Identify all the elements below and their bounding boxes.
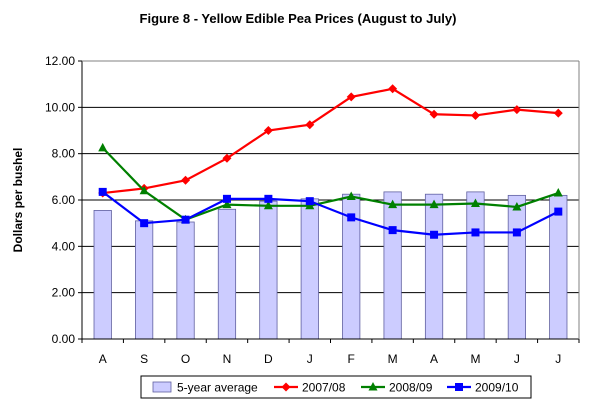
bar-5yr-avg xyxy=(176,221,195,340)
series-line xyxy=(102,87,559,195)
legend-box xyxy=(140,375,532,399)
data-point xyxy=(512,228,521,237)
data-point xyxy=(222,194,231,203)
legend-label: 2007/08 xyxy=(302,381,346,395)
data-point xyxy=(512,201,522,211)
bar-5yr-avg xyxy=(93,210,112,340)
data-point xyxy=(429,109,439,119)
legend-label: 5-year average xyxy=(177,381,258,395)
data-point xyxy=(181,215,190,224)
legend-marker xyxy=(455,383,463,391)
legend: 5-year average 2007/08 2008/09 2009/10 xyxy=(140,375,532,399)
data-point xyxy=(554,207,563,216)
y-tick-label: 0.00 xyxy=(52,332,76,346)
bar-5yr-avg xyxy=(549,194,568,340)
data-point xyxy=(346,191,356,201)
legend-marker xyxy=(368,382,378,391)
data-point xyxy=(305,197,314,206)
data-point xyxy=(553,188,563,197)
x-tick-label: M xyxy=(470,352,480,366)
bar-5yr-avg xyxy=(300,198,319,340)
data-point xyxy=(388,226,397,235)
data-point xyxy=(470,110,480,120)
data-point xyxy=(222,199,232,209)
x-tick-label: J xyxy=(307,352,313,366)
series-2009-10 xyxy=(98,187,563,239)
y-tick-label: 4.00 xyxy=(52,239,76,253)
data-point xyxy=(553,108,563,118)
plot-area: 0.00 2.00 4.00 6.00 8.00 10.00 12.00 A S O N D J F M A M… xyxy=(45,54,580,366)
x-tick-label: S xyxy=(140,352,148,366)
data-point xyxy=(263,126,273,135)
y-axis-label: Dollars per bushel xyxy=(11,148,25,253)
data-point xyxy=(471,228,480,237)
x-tick-label: J xyxy=(514,352,520,366)
series-line xyxy=(101,147,559,221)
data-point xyxy=(470,198,480,207)
x-tick-label: O xyxy=(181,352,190,366)
data-point xyxy=(429,199,439,209)
legend-label: 2008/09 xyxy=(389,381,433,395)
y-tick-label: 2.00 xyxy=(52,286,76,300)
x-tick-label: J xyxy=(555,352,561,366)
x-tick-label: A xyxy=(99,352,107,366)
data-point xyxy=(512,105,522,115)
x-tick-label: F xyxy=(348,352,355,366)
legend-swatch-5yr-avg xyxy=(152,381,172,393)
data-point xyxy=(388,84,398,94)
data-point xyxy=(98,142,108,152)
data-point xyxy=(264,194,273,203)
bar-5yr-avg xyxy=(217,208,237,340)
y-tick-label: 8.00 xyxy=(52,147,76,161)
data-point xyxy=(305,120,315,130)
data-point xyxy=(139,185,149,195)
legend-marker xyxy=(281,382,291,392)
bar-5yr-avg xyxy=(383,191,402,340)
data-point xyxy=(98,187,107,196)
data-point xyxy=(140,219,149,228)
data-point xyxy=(181,175,191,185)
data-point xyxy=(430,230,439,239)
data-point xyxy=(346,92,356,102)
y-tick-label: 6.00 xyxy=(52,193,76,207)
y-tick-label: 12.00 xyxy=(45,54,75,68)
data-point xyxy=(263,200,273,210)
bar-5yr-avg xyxy=(466,191,485,340)
y-tick-label: 10.00 xyxy=(45,100,75,114)
x-tick-label: A xyxy=(430,352,438,366)
bar-5yr-avg xyxy=(507,194,526,340)
x-tick-label: N xyxy=(223,352,232,366)
data-point xyxy=(222,153,232,163)
x-tick-label: M xyxy=(388,352,398,366)
data-point xyxy=(388,199,398,209)
bar-5yr-avg xyxy=(135,220,154,340)
data-point xyxy=(347,213,356,222)
legend-label: 2009/10 xyxy=(475,381,519,395)
bar-5yr-avg xyxy=(424,193,444,340)
chart-title: Figure 8 - Yellow Edible Pea Prices (Aug… xyxy=(140,11,457,26)
bar-5yr-avg xyxy=(259,200,278,340)
series-line xyxy=(102,191,559,236)
x-tick-label: D xyxy=(264,352,273,366)
